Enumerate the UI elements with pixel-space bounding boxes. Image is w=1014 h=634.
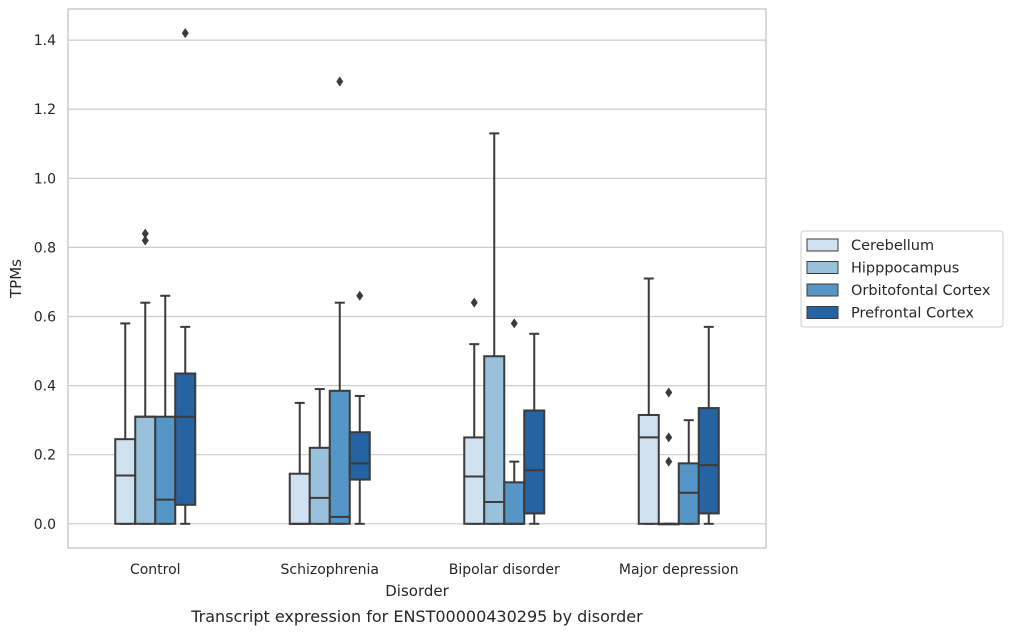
x-tick-label: Control — [130, 562, 181, 578]
box-prefrontal-cortex — [348, 290, 371, 525]
box-iqr — [288, 472, 311, 525]
x-tick-label: Bipolar disorder — [449, 562, 560, 578]
box-cerebellum — [637, 277, 660, 525]
legend-label: Orbitofontal Cortex — [851, 283, 991, 299]
box-iqr — [463, 436, 486, 525]
box-orbitofontal-cortex — [328, 76, 351, 525]
box-orbitofontal-cortex — [154, 294, 177, 525]
x-tick-label: Schizophrenia — [281, 562, 379, 578]
legend-swatch — [806, 261, 839, 274]
x-axis-label: Disorder — [385, 582, 449, 600]
box-orbitofontal-cortex — [677, 419, 700, 525]
legend-label: Cerebellum — [851, 238, 934, 254]
outlier-point — [356, 290, 364, 301]
y-tick-label: 1.2 — [34, 102, 56, 118]
outlier-point — [141, 235, 149, 246]
box-iqr — [697, 407, 720, 515]
box-iqr — [308, 446, 331, 525]
box-iqr — [154, 415, 177, 525]
box-prefrontal-cortex — [523, 332, 546, 525]
y-tick-label: 0.0 — [34, 517, 56, 533]
outlier-point — [181, 28, 189, 39]
box-iqr — [348, 431, 371, 481]
box-iqr — [174, 372, 197, 506]
box-iqr — [114, 438, 137, 525]
outlier-point — [470, 297, 478, 308]
box-iqr — [523, 409, 546, 515]
outlier-point — [665, 456, 673, 467]
y-tick-label: 0.2 — [34, 448, 56, 464]
box-prefrontal-cortex — [697, 325, 720, 525]
y-axis-label: TPMs — [7, 259, 25, 299]
chart-caption: Transcript expression for ENST0000043029… — [190, 607, 643, 626]
box-groups — [114, 28, 720, 526]
legend-frame — [800, 230, 1004, 328]
legend: Cerebellum Hipppocampus Orbitofontal Corte… — [800, 230, 1004, 328]
box-cerebellum — [288, 401, 311, 525]
box-iqr — [328, 389, 351, 525]
y-tick-label: 0.6 — [34, 310, 56, 326]
plot-frame — [67, 8, 767, 549]
outlier-point — [141, 228, 149, 239]
box-hipppocampus — [134, 228, 157, 525]
y-axis-ticks: 0.0 0.2 0.4 0.6 0.8 1.0 1.2 1.4 — [34, 33, 56, 533]
box-hipppocampus — [483, 132, 506, 525]
box-cerebellum — [114, 322, 137, 525]
outlier-point — [336, 76, 344, 87]
outlier-point — [665, 387, 673, 398]
y-tick-label: 1.0 — [34, 171, 56, 187]
y-tick-label: 0.8 — [34, 240, 56, 256]
legend-swatch — [806, 238, 839, 252]
box-prefrontal-cortex — [174, 28, 197, 525]
legend-swatch — [806, 306, 839, 319]
legend-label: Prefrontal Cortex — [851, 306, 974, 322]
outlier-point — [510, 318, 518, 329]
box-hipppocampus — [657, 387, 680, 526]
legend-swatch — [806, 283, 839, 297]
box-iqr — [503, 481, 526, 525]
box-cerebellum — [463, 297, 486, 525]
box-orbitofontal-cortex — [503, 318, 526, 525]
y-tick-label: 1.4 — [34, 33, 56, 49]
y-tick-label: 0.4 — [34, 379, 56, 395]
legend-label: Hipppocampus — [851, 261, 959, 277]
x-axis-ticks: Control Schizophrenia Bipolar disorder Majo… — [130, 562, 739, 578]
box-iqr — [483, 355, 506, 525]
box-hipppocampus — [308, 388, 331, 525]
box-iqr — [637, 413, 660, 525]
x-tick-label: Major depression — [619, 562, 739, 578]
outlier-point — [665, 432, 673, 443]
box-iqr — [134, 415, 157, 525]
